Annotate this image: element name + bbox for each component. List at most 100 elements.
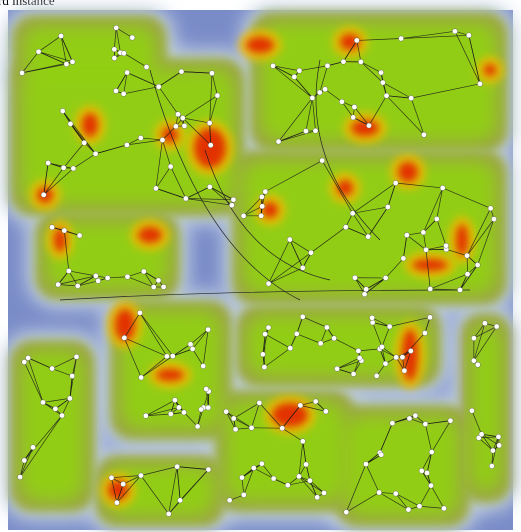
edge [446,249,468,256]
node [464,271,471,277]
edge [182,95,218,119]
node [376,489,382,496]
edge [251,402,260,428]
node [466,32,472,39]
edge [225,411,252,429]
edge [473,326,497,361]
edge [126,72,159,88]
region-glow [22,25,157,77]
edge [358,348,380,352]
edge [124,337,142,378]
edge [343,40,358,62]
edge [336,357,360,370]
edge [209,95,218,124]
edge [23,361,44,403]
node [121,335,128,341]
edge [299,65,328,72]
hot-spot-core [194,128,226,168]
edge [368,95,387,126]
edge [296,333,321,344]
node [471,335,477,341]
node [214,92,221,99]
edge [264,333,291,349]
edge [225,411,236,430]
edge [127,271,144,278]
node [229,202,235,208]
edge [268,239,291,284]
edge [319,65,328,93]
edge [403,235,408,259]
node [382,275,389,281]
edge [302,316,328,328]
node [159,137,166,143]
node [260,351,266,358]
edge [356,40,362,62]
node [124,273,131,280]
edge [459,264,478,291]
edge [365,452,381,465]
node [379,344,385,350]
node [59,108,66,114]
edge [155,166,171,189]
node [495,433,502,440]
node [49,365,55,372]
node [241,492,247,498]
edge [68,270,96,277]
node [155,83,162,90]
edge [48,162,74,169]
hot-spot-core [412,259,448,271]
edge [281,405,301,429]
edge [77,275,97,287]
edge [115,27,121,53]
edge [360,61,382,73]
node [181,123,188,129]
edge [278,97,313,142]
node [309,95,316,101]
node [187,341,194,348]
edge [425,245,447,251]
node [324,324,330,331]
node [52,406,59,412]
edge [185,198,232,206]
edge [140,355,173,378]
edge [352,213,369,237]
node [95,278,101,284]
region-glow [20,350,85,502]
node [76,232,83,239]
node [323,408,329,415]
node [457,287,463,293]
node [40,192,47,198]
node [179,115,186,121]
node [93,273,99,279]
hot-spot-core [340,34,360,50]
edge [352,117,370,126]
node [250,465,257,471]
node [475,361,481,368]
node [369,319,376,326]
edge [423,218,438,233]
region-glow [470,323,502,493]
edge [409,418,426,425]
node [316,89,323,96]
node [230,415,237,422]
node [490,447,496,454]
edge [364,277,386,295]
node [138,374,144,381]
node [262,331,268,337]
node [489,463,495,469]
edge [353,357,360,375]
node [21,359,28,365]
node [69,59,76,65]
edge [19,460,25,478]
hot-spot-core [351,120,379,136]
edge [123,52,147,68]
edge [145,413,171,417]
edge [320,327,328,344]
edge [302,252,312,268]
node [111,46,118,53]
hot-spot-core [138,227,162,243]
node [58,33,64,39]
edge [372,322,390,327]
node [205,466,212,473]
edge [387,182,397,208]
